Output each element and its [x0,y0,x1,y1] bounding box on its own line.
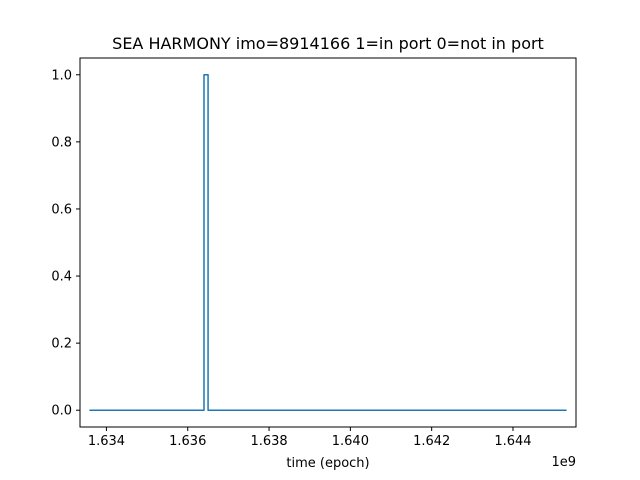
x-axis: 1.634 1.636 1.638 1.640 1.642 1.644 [88,427,532,449]
x-axis-label: time (epoch) [286,456,369,471]
y-tick-label: 0.6 [51,202,72,217]
y-tick-label: 0.0 [51,404,72,419]
x-tick-label: 1.642 [413,434,450,449]
series-layer [89,74,567,411]
x-tick-label: 1.640 [332,434,369,449]
x-tick-label: 1.638 [250,434,287,449]
y-tick-label: 1.0 [51,68,72,83]
y-tick-label: 0.4 [51,270,72,285]
y-axis: 0.0 0.2 0.4 0.6 0.8 1.0 [51,68,80,419]
y-tick-label: 0.2 [51,337,72,352]
plot-frame [79,57,577,428]
series-line [89,74,567,411]
x-offset-label: 1e9 [551,455,576,470]
x-tick-label: 1.634 [88,434,125,449]
chart-title: SEA HARMONY imo=8914166 1=in port 0=not … [112,34,544,53]
x-tick-label: 1.636 [169,434,206,449]
y-tick-label: 0.8 [51,135,72,150]
x-tick-label: 1.644 [494,434,531,449]
